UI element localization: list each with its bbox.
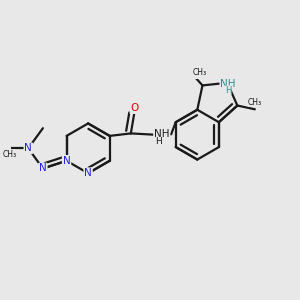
Text: H: H (155, 137, 162, 146)
Text: NH: NH (220, 79, 236, 88)
Text: N: N (84, 168, 92, 178)
Text: N: N (39, 164, 47, 173)
Text: H: H (225, 86, 231, 95)
Text: CH₃: CH₃ (193, 68, 207, 76)
Text: CH₃: CH₃ (2, 150, 16, 159)
Text: N: N (63, 156, 70, 166)
Text: CH₃: CH₃ (248, 98, 262, 107)
Text: O: O (130, 103, 139, 113)
Text: NH: NH (154, 129, 170, 139)
Text: N: N (24, 143, 32, 153)
